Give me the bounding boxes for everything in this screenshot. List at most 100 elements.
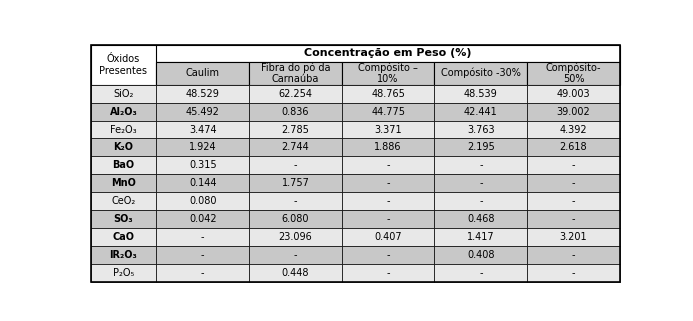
- Bar: [157, 246, 249, 264]
- Text: 48.539: 48.539: [464, 89, 498, 99]
- Text: 1.886: 1.886: [374, 143, 402, 152]
- Bar: [342, 103, 435, 121]
- Text: MnO: MnO: [111, 178, 136, 188]
- Bar: [91, 103, 157, 121]
- Text: CaO: CaO: [112, 232, 134, 242]
- Text: -: -: [387, 196, 390, 206]
- Bar: [527, 210, 620, 228]
- Bar: [435, 103, 527, 121]
- Bar: [249, 246, 342, 264]
- Bar: [157, 103, 249, 121]
- Text: -: -: [572, 160, 575, 170]
- Text: P₂O₅: P₂O₅: [113, 268, 134, 278]
- Text: IR₂O₃: IR₂O₃: [109, 250, 137, 260]
- Text: -: -: [201, 232, 204, 242]
- Text: 62.254: 62.254: [279, 89, 313, 99]
- Bar: [527, 228, 620, 246]
- Text: Óxidos
Presentes: Óxidos Presentes: [99, 54, 148, 75]
- Bar: [91, 210, 157, 228]
- Bar: [342, 62, 435, 85]
- Bar: [342, 138, 435, 156]
- Bar: [91, 121, 157, 138]
- Text: 42.441: 42.441: [464, 107, 498, 117]
- Bar: [435, 174, 527, 192]
- Bar: [342, 228, 435, 246]
- Text: -: -: [479, 196, 482, 206]
- Bar: [157, 138, 249, 156]
- Text: 45.492: 45.492: [186, 107, 220, 117]
- Bar: [435, 210, 527, 228]
- Bar: [91, 85, 157, 103]
- Bar: [157, 121, 249, 138]
- Text: 2.744: 2.744: [281, 143, 309, 152]
- Text: 2.785: 2.785: [281, 125, 309, 134]
- Bar: [249, 156, 342, 174]
- Text: 6.080: 6.080: [281, 214, 309, 224]
- Text: 3.371: 3.371: [374, 125, 402, 134]
- Bar: [342, 85, 435, 103]
- Text: 0.448: 0.448: [281, 268, 309, 278]
- Bar: [342, 264, 435, 282]
- Text: 0.836: 0.836: [281, 107, 309, 117]
- Text: Compósito –
10%: Compósito – 10%: [358, 62, 418, 84]
- Bar: [342, 210, 435, 228]
- Text: -: -: [387, 268, 390, 278]
- Bar: [527, 138, 620, 156]
- Bar: [249, 103, 342, 121]
- Bar: [91, 228, 157, 246]
- Bar: [435, 264, 527, 282]
- Text: -: -: [387, 178, 390, 188]
- Bar: [249, 264, 342, 282]
- Bar: [342, 156, 435, 174]
- Bar: [249, 121, 342, 138]
- Bar: [342, 192, 435, 210]
- Text: Compósito-
50%: Compósito- 50%: [545, 62, 602, 84]
- Text: -: -: [294, 196, 297, 206]
- Text: -: -: [572, 214, 575, 224]
- Bar: [249, 138, 342, 156]
- Text: -: -: [479, 160, 482, 170]
- Bar: [527, 121, 620, 138]
- Bar: [249, 174, 342, 192]
- Bar: [91, 192, 157, 210]
- Text: 4.392: 4.392: [560, 125, 587, 134]
- Bar: [91, 45, 620, 62]
- Text: 0.080: 0.080: [189, 196, 216, 206]
- Bar: [435, 62, 527, 85]
- Text: 3.201: 3.201: [560, 232, 587, 242]
- Text: -: -: [294, 250, 297, 260]
- Text: 2.195: 2.195: [467, 143, 495, 152]
- Text: 1.417: 1.417: [467, 232, 495, 242]
- Bar: [91, 264, 157, 282]
- Bar: [91, 138, 157, 156]
- Bar: [527, 246, 620, 264]
- Text: 3.763: 3.763: [467, 125, 495, 134]
- Bar: [342, 121, 435, 138]
- Bar: [157, 192, 249, 210]
- Text: Caulim: Caulim: [186, 68, 220, 78]
- Text: -: -: [479, 268, 482, 278]
- Text: 0.315: 0.315: [189, 160, 216, 170]
- Text: 0.407: 0.407: [374, 232, 402, 242]
- Text: -: -: [572, 178, 575, 188]
- Text: -: -: [201, 250, 204, 260]
- Bar: [435, 228, 527, 246]
- Text: BaO: BaO: [112, 160, 134, 170]
- Bar: [527, 103, 620, 121]
- Bar: [249, 85, 342, 103]
- Bar: [91, 45, 157, 85]
- Text: -: -: [387, 214, 390, 224]
- Bar: [157, 264, 249, 282]
- Text: -: -: [387, 250, 390, 260]
- Text: CeO₂: CeO₂: [112, 196, 136, 206]
- Bar: [435, 246, 527, 264]
- Text: K₂O: K₂O: [114, 143, 134, 152]
- Text: 1.757: 1.757: [281, 178, 309, 188]
- Text: 2.618: 2.618: [560, 143, 587, 152]
- Text: -: -: [387, 160, 390, 170]
- Text: -: -: [572, 268, 575, 278]
- Bar: [435, 85, 527, 103]
- Bar: [527, 174, 620, 192]
- Bar: [249, 192, 342, 210]
- Text: -: -: [572, 250, 575, 260]
